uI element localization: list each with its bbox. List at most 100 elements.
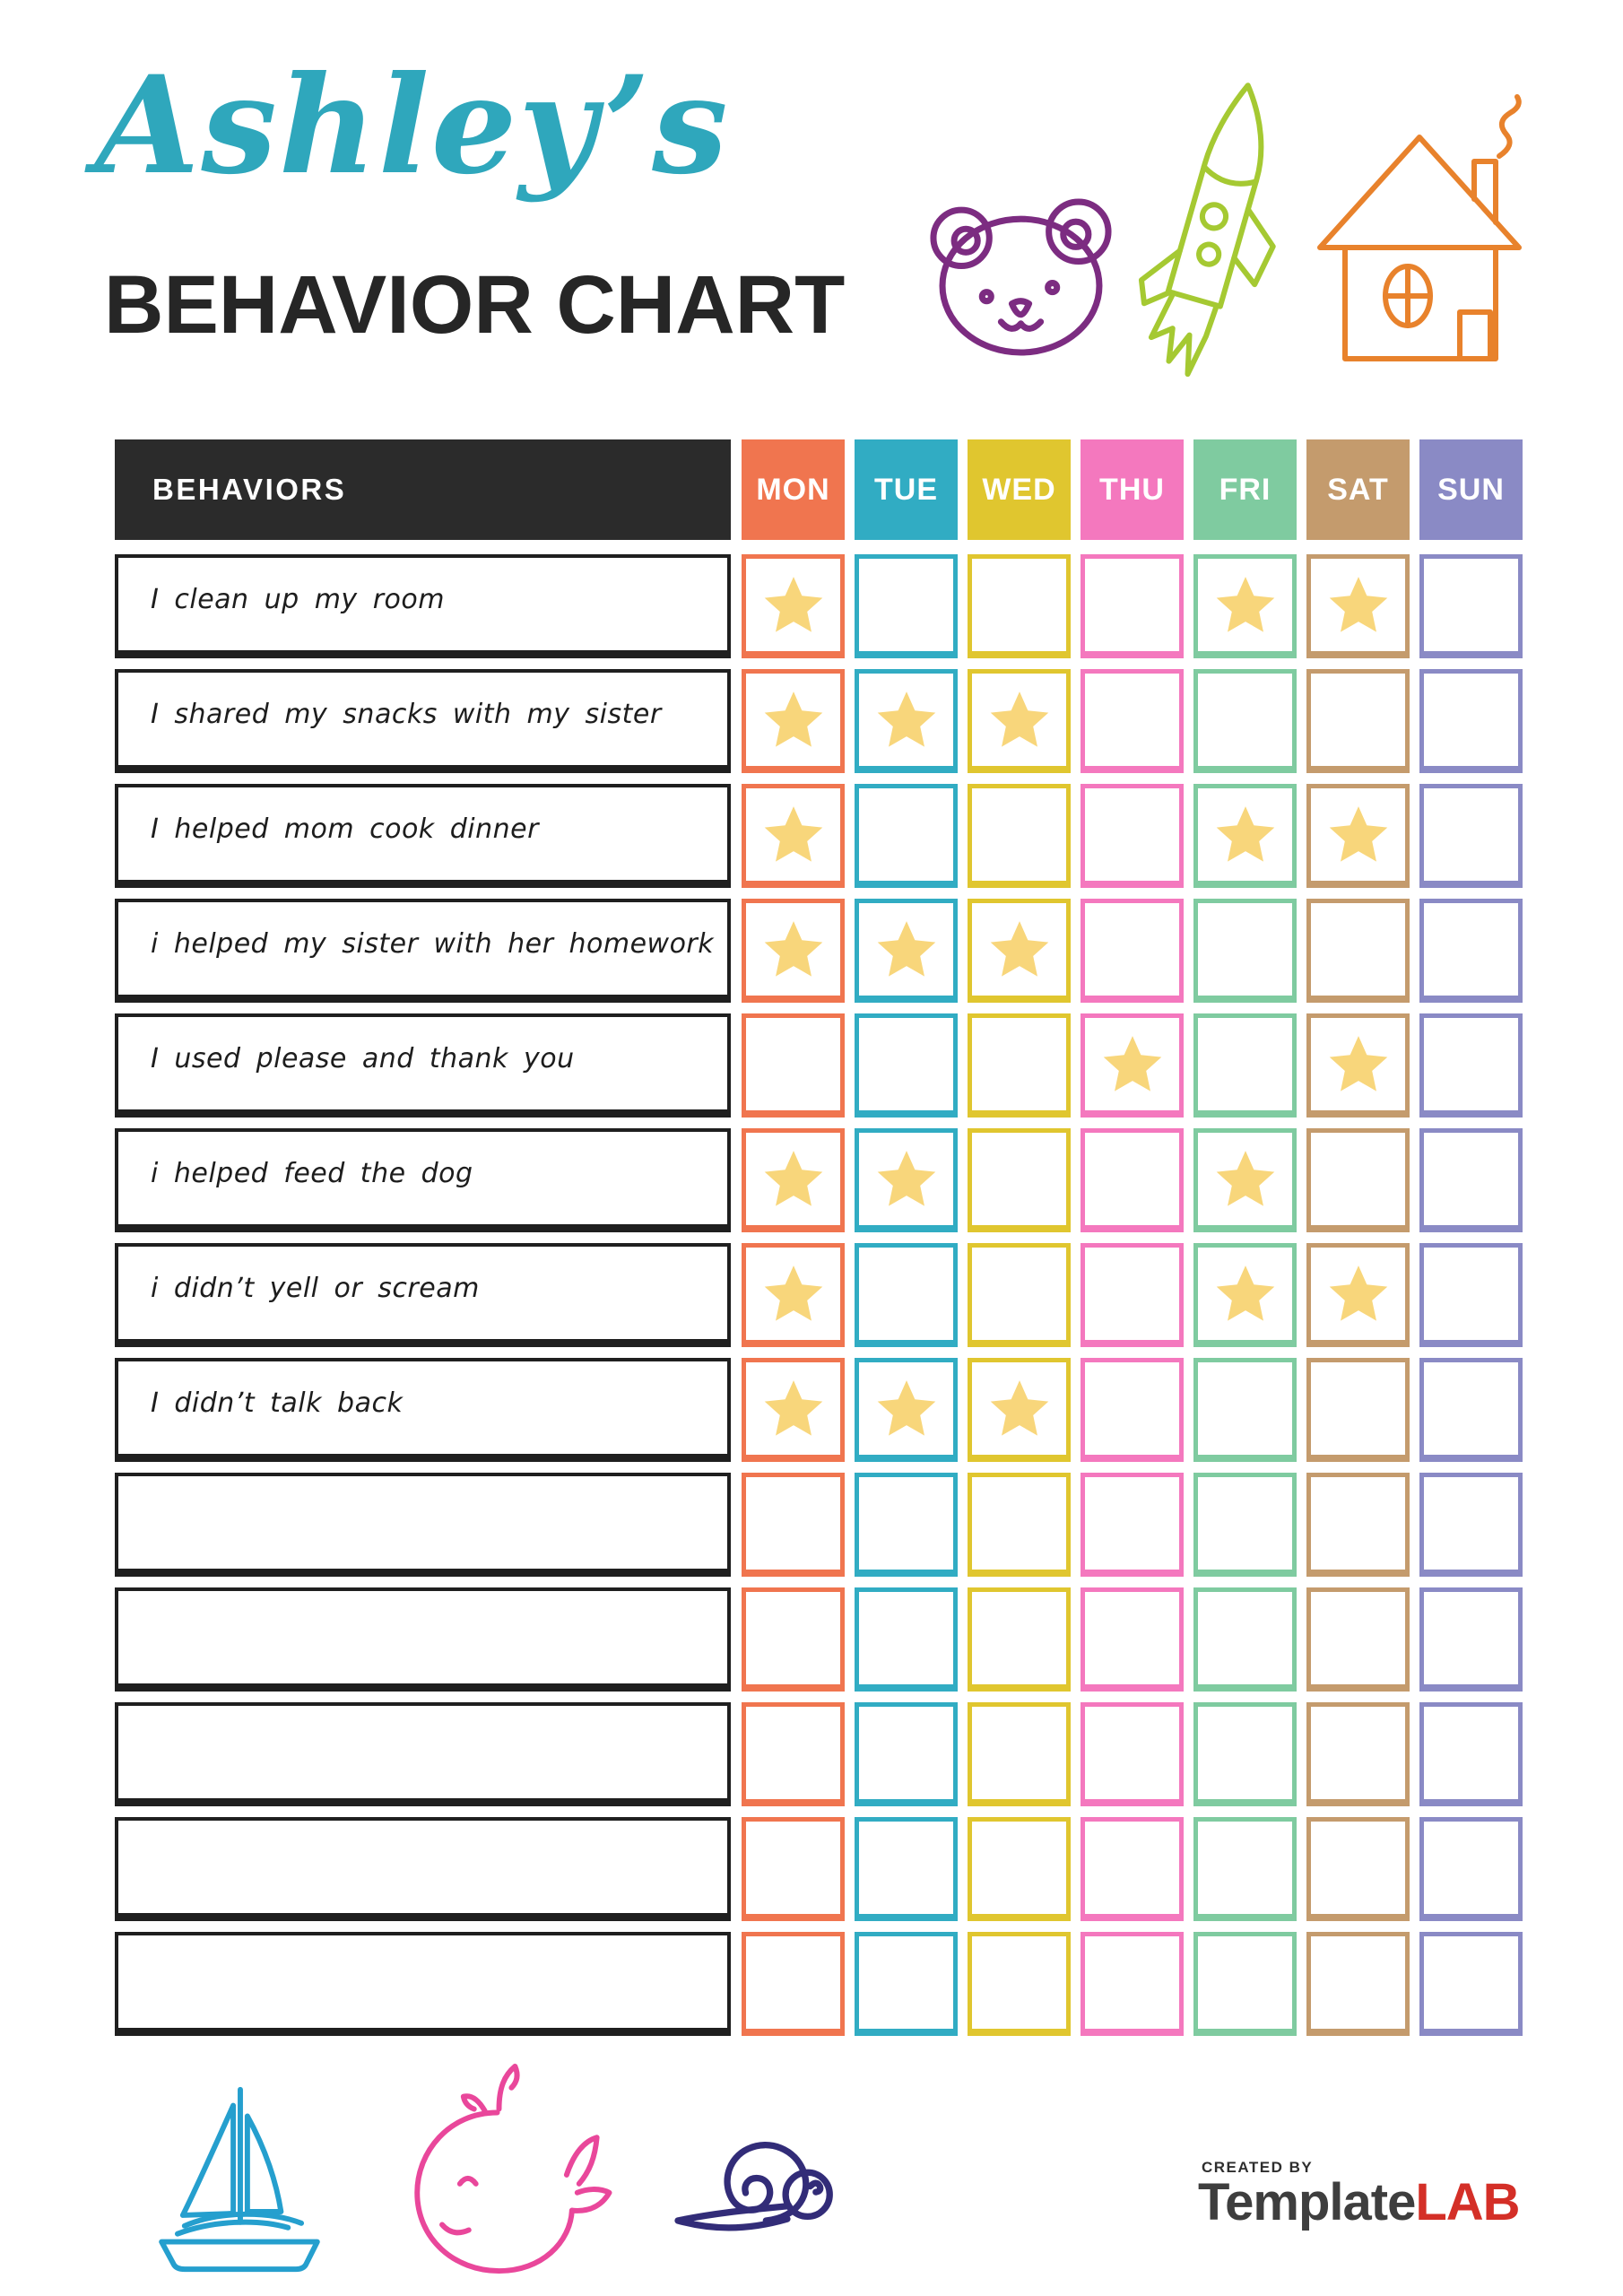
cell-sun[interactable] [1419, 899, 1523, 1003]
cell-thu[interactable] [1081, 1128, 1184, 1232]
cell-sun[interactable] [1419, 1587, 1523, 1692]
cell-wed[interactable] [968, 1013, 1071, 1118]
cell-wed[interactable] [968, 1587, 1071, 1692]
cell-sat[interactable] [1306, 669, 1410, 773]
cell-wed[interactable] [968, 1702, 1071, 1806]
cell-sat[interactable] [1306, 1587, 1410, 1692]
cell-fri[interactable] [1193, 1587, 1297, 1692]
cell-wed[interactable] [968, 1932, 1071, 2036]
star-icon [764, 1380, 822, 1436]
cell-mon[interactable] [742, 1013, 845, 1118]
cell-thu[interactable] [1081, 784, 1184, 888]
cell-mon[interactable] [742, 1243, 845, 1347]
cell-sat[interactable] [1306, 1243, 1410, 1347]
cell-fri[interactable] [1193, 784, 1297, 888]
cell-tue[interactable] [855, 899, 958, 1003]
cell-mon[interactable] [742, 1473, 845, 1577]
cell-tue[interactable] [855, 1243, 958, 1347]
cell-thu[interactable] [1081, 1817, 1184, 1921]
cell-mon[interactable] [742, 554, 845, 658]
cell-sun[interactable] [1419, 1358, 1523, 1462]
cell-tue[interactable] [855, 1128, 958, 1232]
cell-thu[interactable] [1081, 1932, 1184, 2036]
cell-fri[interactable] [1193, 1473, 1297, 1577]
cell-tue[interactable] [855, 554, 958, 658]
cell-sun[interactable] [1419, 1932, 1523, 2036]
cell-mon[interactable] [742, 1702, 845, 1806]
cell-wed[interactable] [968, 1243, 1071, 1347]
cell-sat[interactable] [1306, 1817, 1410, 1921]
cell-sun[interactable] [1419, 669, 1523, 773]
star-icon [877, 1151, 935, 1206]
cell-sat[interactable] [1306, 1702, 1410, 1806]
cell-fri[interactable] [1193, 1932, 1297, 2036]
cell-sat[interactable] [1306, 1128, 1410, 1232]
cell-fri[interactable] [1193, 1358, 1297, 1462]
cell-sun[interactable] [1419, 1243, 1523, 1347]
row-cells [742, 554, 1523, 658]
cell-tue[interactable] [855, 1587, 958, 1692]
cell-fri[interactable] [1193, 1128, 1297, 1232]
cell-fri[interactable] [1193, 669, 1297, 773]
cell-mon[interactable] [742, 1817, 845, 1921]
cell-sun[interactable] [1419, 1128, 1523, 1232]
cell-sat[interactable] [1306, 554, 1410, 658]
cell-wed[interactable] [968, 669, 1071, 773]
cell-tue[interactable] [855, 1358, 958, 1462]
cell-fri[interactable] [1193, 899, 1297, 1003]
cell-sun[interactable] [1419, 554, 1523, 658]
cell-sat[interactable] [1306, 1013, 1410, 1118]
day-headers: MON TUE WED THU FRI SAT SUN [742, 439, 1523, 540]
behavior-label: I helped mom cook dinner [115, 784, 731, 888]
cell-tue[interactable] [855, 1702, 958, 1806]
cell-sun[interactable] [1419, 1013, 1523, 1118]
cell-thu[interactable] [1081, 1473, 1184, 1577]
cell-fri[interactable] [1193, 1817, 1297, 1921]
cell-tue[interactable] [855, 1932, 958, 2036]
cell-mon[interactable] [742, 1128, 845, 1232]
cell-thu[interactable] [1081, 1243, 1184, 1347]
cell-mon[interactable] [742, 1358, 845, 1462]
cell-thu[interactable] [1081, 1587, 1184, 1692]
cell-sat[interactable] [1306, 1932, 1410, 2036]
cell-sun[interactable] [1419, 1817, 1523, 1921]
cell-sat[interactable] [1306, 1473, 1410, 1577]
cell-thu[interactable] [1081, 1013, 1184, 1118]
cell-tue[interactable] [855, 784, 958, 888]
cell-wed[interactable] [968, 899, 1071, 1003]
cell-thu[interactable] [1081, 1702, 1184, 1806]
cell-wed[interactable] [968, 1473, 1071, 1577]
cell-wed[interactable] [968, 554, 1071, 658]
cell-mon[interactable] [742, 1587, 845, 1692]
cell-mon[interactable] [742, 669, 845, 773]
cell-fri[interactable] [1193, 1702, 1297, 1806]
cell-tue[interactable] [855, 1817, 958, 1921]
cell-tue[interactable] [855, 669, 958, 773]
cell-sun[interactable] [1419, 1473, 1523, 1577]
cell-sun[interactable] [1419, 1702, 1523, 1806]
cell-wed[interactable] [968, 784, 1071, 888]
cell-wed[interactable] [968, 1817, 1071, 1921]
cell-mon[interactable] [742, 1932, 845, 2036]
cell-thu[interactable] [1081, 899, 1184, 1003]
cell-fri[interactable] [1193, 1243, 1297, 1347]
table-row: i helped my sister with her homework [115, 899, 1526, 1003]
behavior-label: i helped my sister with her homework [115, 899, 731, 1003]
cell-tue[interactable] [855, 1473, 958, 1577]
cell-mon[interactable] [742, 784, 845, 888]
cell-sat[interactable] [1306, 784, 1410, 888]
cell-fri[interactable] [1193, 554, 1297, 658]
cell-thu[interactable] [1081, 1358, 1184, 1462]
cell-wed[interactable] [968, 1128, 1071, 1232]
cell-fri[interactable] [1193, 1013, 1297, 1118]
snail-doodle-icon [674, 2142, 833, 2231]
cell-tue[interactable] [855, 1013, 958, 1118]
cell-mon[interactable] [742, 899, 845, 1003]
star-icon [764, 577, 822, 632]
cell-sat[interactable] [1306, 899, 1410, 1003]
cell-sat[interactable] [1306, 1358, 1410, 1462]
cell-thu[interactable] [1081, 554, 1184, 658]
cell-thu[interactable] [1081, 669, 1184, 773]
cell-sun[interactable] [1419, 784, 1523, 888]
cell-wed[interactable] [968, 1358, 1071, 1462]
